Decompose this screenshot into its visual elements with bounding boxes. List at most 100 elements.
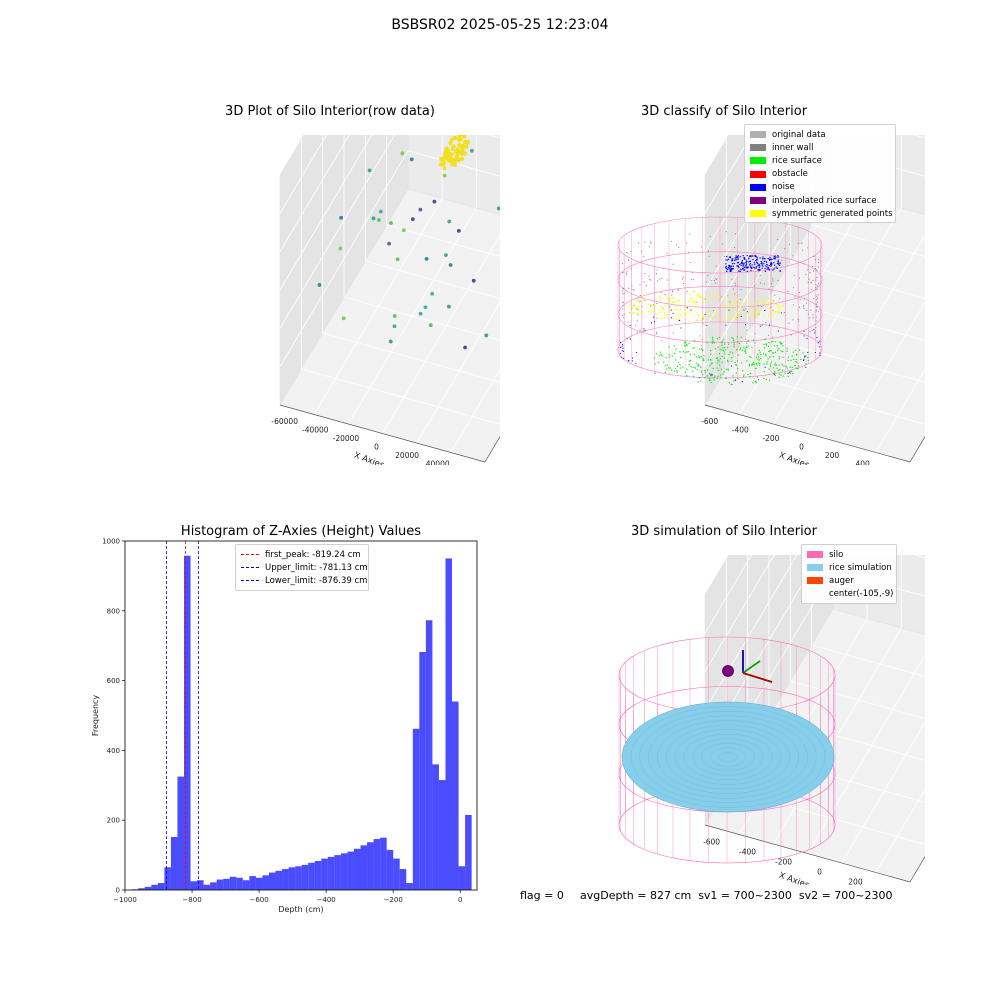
classify-inner-wall-point bbox=[661, 340, 663, 342]
classify-symmetric-point bbox=[716, 315, 718, 317]
classify-rice-surface-point bbox=[717, 369, 719, 371]
classify-noise-point bbox=[731, 258, 733, 260]
classify-noise-point bbox=[769, 258, 771, 261]
classify-rice-surface-point bbox=[686, 343, 688, 346]
classify-inner-wall-point bbox=[623, 316, 625, 318]
classify-symmetric-point bbox=[660, 297, 662, 299]
classify-symmetric-point bbox=[691, 308, 693, 310]
classify-rice-surface-point bbox=[796, 362, 798, 364]
classify-rice-surface-point bbox=[707, 359, 710, 361]
classify-symmetric-point bbox=[755, 313, 757, 316]
classify-inner-wall-point bbox=[639, 300, 641, 302]
classify-inner-wall-point bbox=[751, 347, 753, 349]
classify-rice-surface-point bbox=[794, 349, 797, 352]
classify-noise-point bbox=[745, 264, 747, 266]
classify-symmetric-point bbox=[713, 311, 716, 313]
classify-symmetric-point bbox=[731, 305, 733, 307]
classify-noise-point bbox=[726, 269, 728, 271]
histogram-bar bbox=[197, 880, 204, 890]
classify-noise-point bbox=[745, 265, 747, 267]
histogram-bar bbox=[229, 876, 237, 890]
classify-inner-wall-point bbox=[817, 294, 819, 296]
classify-rice-surface-point bbox=[763, 353, 765, 355]
classify-noise-point bbox=[771, 258, 773, 261]
classify-noise-point bbox=[761, 262, 763, 265]
classify-inner-wall-point bbox=[622, 272, 624, 274]
classify-symmetric-point bbox=[753, 310, 755, 312]
classify-noise-point bbox=[762, 256, 764, 258]
classify-inner-wall-point bbox=[734, 293, 736, 295]
classify-rice-surface-point bbox=[807, 359, 809, 362]
classify-rice-surface-point bbox=[756, 376, 759, 378]
classify-symmetric-point bbox=[767, 298, 770, 300]
classify-rice-surface-point bbox=[727, 346, 729, 349]
raw-cluster-point bbox=[454, 155, 459, 160]
classify-noise-point bbox=[743, 264, 745, 266]
classify-noise-point bbox=[779, 262, 781, 264]
classify-noise-point bbox=[731, 259, 734, 262]
classify-rice-surface-point bbox=[768, 379, 771, 382]
classify-rice-surface-point bbox=[702, 374, 704, 376]
histogram-bar bbox=[340, 853, 348, 890]
classify-symmetric-point bbox=[654, 303, 656, 306]
classify-symmetric-point bbox=[671, 302, 673, 304]
classify-rice-surface-point bbox=[664, 365, 667, 367]
classify-symmetric-point bbox=[714, 293, 716, 295]
classify-noise-point bbox=[750, 255, 752, 257]
classify-symmetric-point bbox=[689, 312, 691, 315]
classify-rice-surface-point bbox=[764, 347, 766, 349]
classify-rice-surface-point bbox=[697, 355, 699, 357]
classify-rice-surface-point bbox=[735, 363, 737, 366]
classify-symmetric-point bbox=[666, 297, 668, 299]
classify-rice-surface-point bbox=[778, 348, 780, 350]
classify-noise-point bbox=[725, 324, 727, 326]
classify-symmetric-point bbox=[667, 297, 669, 300]
classify-noise-point bbox=[777, 259, 779, 261]
classify-inner-wall-point bbox=[758, 313, 760, 315]
classify-noise-point bbox=[745, 261, 747, 263]
histogram-bar bbox=[393, 858, 400, 890]
classify-symmetric-point bbox=[767, 315, 770, 317]
classify-rice-surface-point bbox=[731, 336, 733, 339]
histogram-bar bbox=[242, 880, 250, 890]
classify-symmetric-point bbox=[767, 305, 769, 307]
classify-inner-wall-point bbox=[757, 305, 759, 307]
raw-data-point bbox=[388, 339, 393, 344]
classify-rice-surface-point bbox=[693, 340, 695, 342]
classify-rice-surface-point bbox=[718, 364, 721, 366]
classify-symmetric-point bbox=[636, 307, 639, 309]
classify-rice-surface-point bbox=[738, 342, 741, 344]
histogram-bar bbox=[438, 780, 446, 890]
histogram-bar bbox=[314, 861, 322, 890]
raw-cluster-point bbox=[457, 138, 462, 143]
classify-noise-point bbox=[774, 258, 776, 260]
classify-rice-surface-point bbox=[742, 375, 745, 377]
classify-noise-point bbox=[741, 259, 743, 262]
classify-symmetric-point bbox=[752, 317, 754, 320]
classify-symmetric-point bbox=[680, 314, 682, 317]
classify-inner-wall-point bbox=[772, 286, 774, 288]
classify-symmetric-point bbox=[696, 294, 699, 296]
classify-rice-surface-point bbox=[747, 373, 749, 376]
classify-symmetric-point bbox=[664, 317, 666, 319]
classify-noise-point bbox=[773, 255, 775, 258]
simulation-legend-item: center(-105,-9) bbox=[807, 588, 893, 601]
classify-rice-surface-point bbox=[668, 367, 670, 369]
classify-noise-point bbox=[780, 312, 782, 314]
classify-rice-surface-point bbox=[763, 371, 765, 373]
classify-symmetric-point bbox=[747, 312, 749, 315]
classify-symmetric-point bbox=[675, 318, 677, 321]
classify-rice-surface-point bbox=[755, 356, 758, 359]
classify-inner-wall-point bbox=[772, 300, 774, 302]
classify-rice-surface-point bbox=[711, 342, 713, 344]
histogram-bar bbox=[151, 884, 158, 890]
classify-inner-wall-point bbox=[650, 242, 652, 244]
classify-rice-surface-point bbox=[731, 360, 733, 362]
classify-inner-wall-point bbox=[803, 263, 805, 265]
classify-rice-surface-point bbox=[706, 369, 709, 371]
histogram-x-tick-label: −200 bbox=[384, 896, 403, 904]
classify-symmetric-point bbox=[754, 302, 756, 305]
classify-inner-wall-point bbox=[797, 318, 799, 320]
classify-inner-wall-point bbox=[662, 307, 664, 309]
classify-rice-surface-point bbox=[710, 349, 712, 352]
